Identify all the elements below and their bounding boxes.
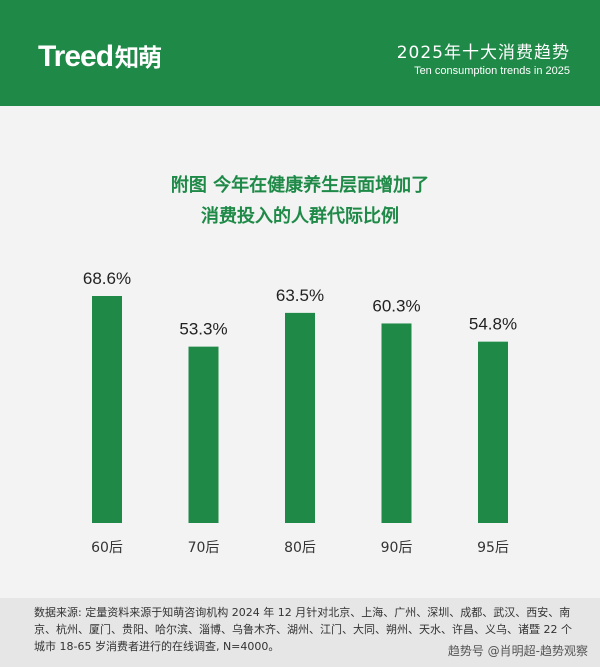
- chart-title-line-2: 消费投入的人群代际比例: [201, 206, 399, 227]
- header-banner: Treed知萌 2025年十大消费趋势 Ten consumption tren…: [0, 0, 600, 106]
- source-note: 数据来源: 定量资料来源于知萌咨询机构 2024 年 12 月针对北京、上海、广…: [34, 604, 574, 655]
- data-label-90后: 60.3%: [372, 296, 420, 315]
- x-tick-label-60后: 60后: [91, 540, 123, 556]
- bar-chart: 68.6% 60后 53.3% 70后 63.5% 80后 60.3% 90后 54.8% 95后: [83, 269, 517, 556]
- bar-90后: [381, 323, 412, 523]
- data-label-60后: 68.6%: [83, 269, 131, 288]
- source-label: 数据来源:: [34, 606, 82, 619]
- data-label-70后: 53.3%: [179, 320, 227, 339]
- bar-70后: [188, 346, 219, 523]
- x-tick-label-70后: 70后: [188, 540, 220, 556]
- logo-latin: Treed: [38, 40, 114, 73]
- header-title: 2025年十大消费趋势: [396, 43, 570, 63]
- data-label-95后: 54.8%: [469, 315, 517, 334]
- data-label-80后: 63.5%: [276, 286, 324, 305]
- bar-80后: [285, 312, 315, 523]
- author-watermark: 趋势号 @肖明超-趋势观察: [447, 644, 588, 658]
- chart-title: 附图 今年在健康养生层面增加了 消费投入的人群代际比例: [0, 170, 600, 232]
- bar-60后: [92, 296, 122, 523]
- x-tick-label-80后: 80后: [284, 540, 316, 556]
- source-text: 定量资料来源于知萌咨询机构 2024 年 12 月针对北京、上海、广州、深圳、成…: [34, 606, 572, 653]
- chart-title-line-1: 附图 今年在健康养生层面增加了: [170, 175, 430, 196]
- logo-cn: 知萌: [115, 44, 162, 72]
- bar-95后: [478, 341, 508, 523]
- brand-logo: Treed知萌: [38, 38, 162, 74]
- header-titles: 2025年十大消费趋势 Ten consumption trends in 20…: [397, 38, 570, 77]
- header-subtitle: Ten consumption trends in 2025: [414, 65, 570, 77]
- source-footer: 数据来源: 定量资料来源于知萌咨询机构 2024 年 12 月针对北京、上海、广…: [0, 598, 600, 667]
- x-tick-label-95后: 95后: [477, 540, 509, 556]
- x-tick-label-90后: 90后: [381, 540, 413, 556]
